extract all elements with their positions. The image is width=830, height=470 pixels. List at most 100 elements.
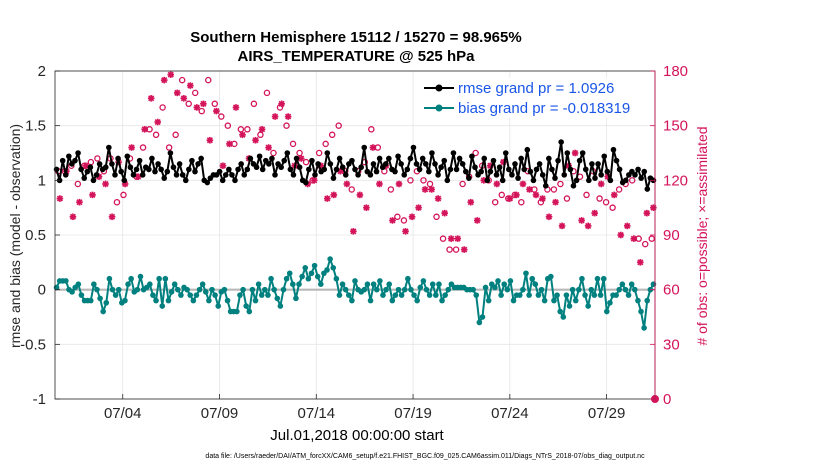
rmse-point [204,179,211,186]
bias-point [330,265,337,271]
rmse-point [515,175,521,181]
bias-point [445,286,452,293]
legend-swatch-marker [435,104,443,112]
rmse-point [484,177,491,184]
rmse-point [149,155,155,162]
rmse-point [533,166,540,173]
obs-assimilated-marker [402,228,409,235]
bias-point [243,303,249,309]
rmse-point [173,172,180,178]
rmse-point [216,168,223,175]
bias-point [386,281,392,288]
bias-point [63,278,69,284]
bias-point [473,292,480,298]
bias-point [283,275,290,282]
bias-point [265,292,271,298]
obs-assimilated-marker [173,89,181,97]
obs-possible-marker [198,107,205,115]
bias-point [501,281,508,288]
y-tick-label-left: 2 [38,63,46,80]
rmse-point [573,177,580,184]
obs-assimilated-marker [369,144,377,151]
bias-point [597,292,604,298]
bias-point [523,270,529,277]
rmse-point [253,164,260,171]
bias-point [252,297,259,304]
obs-possible-marker [641,240,649,248]
legend-entry: rmse grand pr = 1.0926 [458,80,614,97]
bias-point [94,286,100,293]
obs-possible-marker [120,191,127,199]
obs-possible-marker [596,195,603,202]
obs-possible-marker [583,191,590,199]
obs-possible-marker [178,76,186,84]
rmse-point [536,161,543,167]
bias-point [274,295,281,302]
obs-assimilated-marker [539,195,546,202]
rmse-point [401,172,408,178]
obs-assimilated-marker [160,76,168,84]
obs-assimilated-marker [134,173,142,180]
rmse-point [481,155,488,162]
obs-assimilated-marker [167,71,175,78]
y-tick-label-left: 1.5 [25,118,46,135]
obs-assimilated-marker [154,118,162,126]
obs-assimilated-marker [650,204,657,211]
bias-point [585,303,591,309]
obs-assimilated-marker [330,191,338,199]
rmse-point [610,146,617,153]
bias-point [296,281,302,288]
rmse-point [429,150,435,156]
bias-point [644,297,651,304]
x-axis: 07/04 07/09 07/14 07/19 07/24 07/29 [104,394,625,422]
bias-point [607,299,613,306]
bias-point [345,292,352,298]
bias-point [168,289,175,295]
obs-assimilated-marker [395,180,403,188]
obs-assimilated-marker [350,228,357,235]
bias-point [69,289,75,295]
obs-assimilated-marker [532,191,540,199]
obs-possible-marker [211,100,219,108]
rmse-point [189,157,195,164]
bias-point [255,281,262,288]
bias-point [576,286,582,293]
obs-possible-marker [472,149,479,157]
bias-point [398,292,405,298]
rmse-point [241,172,248,178]
bias-point [613,292,619,298]
bias-point [619,281,626,288]
obs-assimilated-marker [415,204,422,211]
rmse-point [327,161,334,167]
rmse-point [161,175,168,181]
left-axis: -1 -0.5 0 0.5 1 1.5 2 [20,63,60,408]
obs-assimilated-marker [552,198,559,206]
rmse-point [419,155,426,162]
rmse-point [453,166,460,173]
bias-point [178,292,184,298]
bias-point [476,319,483,326]
bias-point [405,275,411,282]
obs-possible-marker [139,144,147,151]
rmse-point [222,172,229,178]
rmse-point [186,166,192,173]
rmse-point [287,166,294,173]
obs-possible-marker [335,122,342,129]
bias-point [554,292,560,298]
obs-assimilated-marker [252,136,259,144]
rmse-point [546,155,552,162]
bias-point [268,275,274,282]
obs-assimilated-marker [428,186,435,193]
obs-assimilated-marker [278,100,285,108]
rmse-point [361,144,368,151]
rmse-point [321,166,328,173]
obs-assimilated-marker [258,126,266,133]
rmse-point [158,166,164,173]
obs-assimilated-marker [193,104,201,111]
rmse-point [349,157,355,164]
rmse-point [398,161,404,167]
rmse-point [72,157,78,164]
bias-point [318,281,324,288]
rmse-point [632,172,638,178]
bias-point [566,303,573,309]
